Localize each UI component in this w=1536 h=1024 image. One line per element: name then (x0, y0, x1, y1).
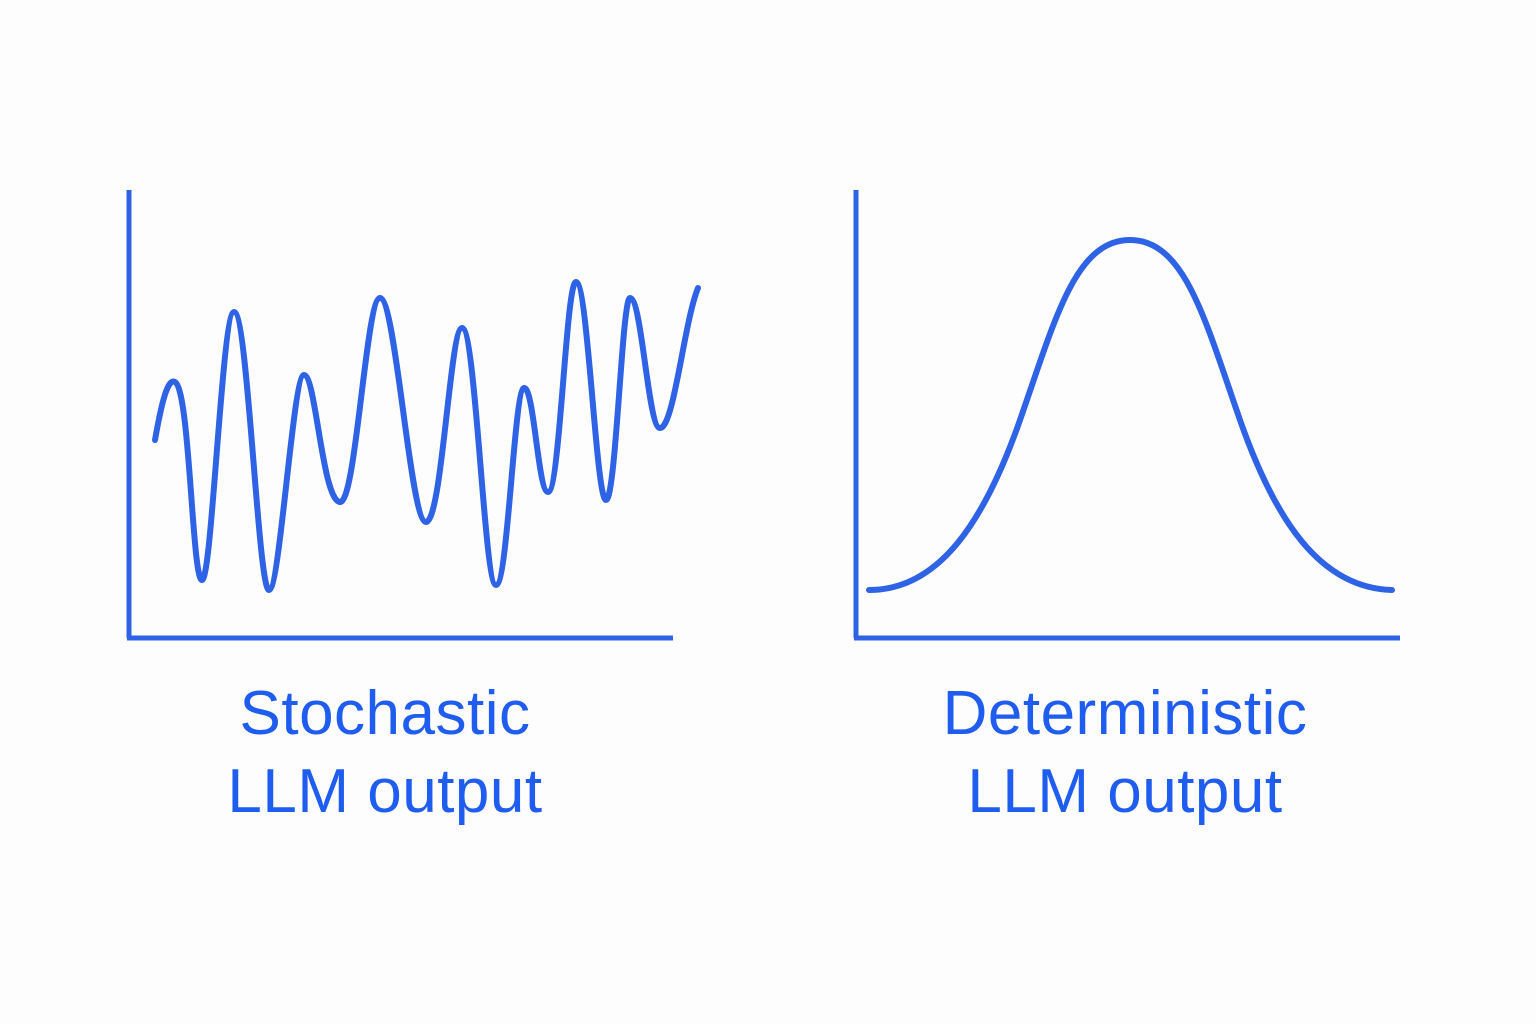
deterministic-caption-line1: Deterministic (942, 679, 1308, 748)
stochastic-panel (126, 190, 701, 641)
deterministic-caption: Deterministic LLM output (845, 675, 1405, 831)
deterministic-panel (853, 190, 1400, 641)
stochastic-caption: Stochastic LLM output (105, 675, 665, 831)
deterministic-curve (866, 237, 1395, 593)
stochastic-caption-line2: LLM output (227, 757, 543, 826)
stochastic-curve (152, 279, 701, 593)
deterministic-caption-line2: LLM output (967, 757, 1283, 826)
stochastic-caption-line1: Stochastic (239, 679, 531, 748)
